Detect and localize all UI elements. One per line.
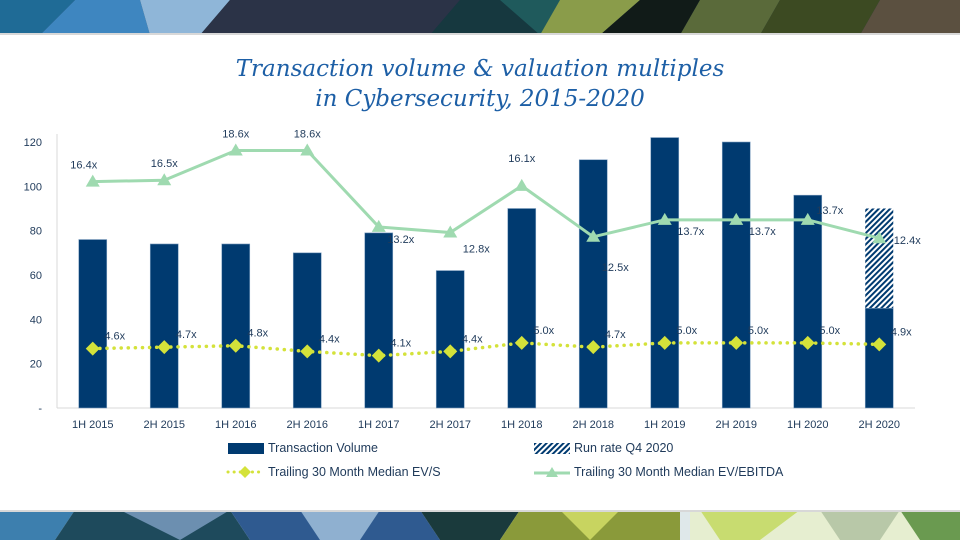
marker-ev-ebitda: [228, 143, 243, 156]
marker-ev-ebitda: [729, 212, 744, 225]
data-label-ev-ebitda: 13.7x: [816, 205, 843, 217]
bottom-decorative-banner: [0, 510, 960, 540]
data-label-ev-s: 4.8x: [247, 328, 268, 340]
legend-label: Trailing 30 Month Median EV/S: [268, 465, 441, 479]
x-tick-label: 2H 2017: [429, 419, 471, 431]
bar-transaction-volume: [793, 194, 823, 409]
bar-transaction-volume: [650, 137, 680, 409]
data-label-ev-ebitda: 16.5x: [151, 158, 178, 170]
x-tick-label: 2H 2016: [286, 419, 328, 431]
marker-ev-s: [657, 335, 672, 350]
chart-title-line-1: Transaction volume & valuation multiples: [235, 56, 725, 82]
data-label-ev-ebitda: 13.7x: [677, 226, 704, 238]
data-label-ev-s: 4.4x: [462, 333, 483, 345]
data-label-ev-s: 4.1x: [390, 338, 411, 350]
y-tick-label: 100: [24, 181, 42, 193]
legend-run-rate: Run rate Q4 2020: [534, 441, 673, 455]
data-label-ev-ebitda: 12.5x: [602, 262, 629, 274]
data-label-ev-s: 4.7x: [176, 329, 197, 341]
bar-transaction-volume: [149, 243, 179, 409]
x-tick-label: 1H 2018: [501, 419, 543, 431]
data-label-ev-ebitda: 12.8x: [463, 244, 490, 256]
marker-ev-ebitda: [657, 212, 672, 225]
marker-ev-ebitda: [443, 225, 458, 238]
legend-swatch-diamond-dotted: [226, 466, 264, 478]
data-label-ev-ebitda: 13.7x: [749, 226, 776, 238]
data-label-ev-ebitda: 18.6x: [222, 128, 249, 140]
y-tick-label: 40: [30, 314, 42, 326]
marker-ev-s: [85, 341, 100, 356]
marker-ev-s: [729, 335, 744, 350]
legend-swatch-bar: [228, 442, 264, 454]
data-label-ev-ebitda: 16.1x: [508, 153, 535, 165]
chart-title: Transaction volume & valuation multiples…: [0, 54, 960, 114]
marker-ev-s: [228, 338, 243, 353]
data-label-ev-s: 5.0x: [748, 325, 769, 337]
data-label-ev-s: 4.7x: [605, 329, 626, 341]
legend-transaction-volume: Transaction Volume: [228, 441, 378, 455]
x-tick-label: 2H 2018: [572, 419, 614, 431]
legend-label: Trailing 30 Month Median EV/EBITDA: [574, 465, 784, 479]
y-tick-label: 120: [24, 137, 42, 149]
legend-ev-s: Trailing 30 Month Median EV/S: [226, 465, 441, 479]
legend-swatch-hatched: [534, 442, 570, 454]
marker-ev-ebitda: [514, 178, 529, 191]
marker-ev-ebitda: [300, 143, 315, 156]
y-tick-label: 80: [30, 226, 42, 238]
marker-ev-s: [443, 344, 458, 359]
marker-ev-s: [872, 337, 887, 352]
bar-transaction-volume: [864, 307, 894, 409]
x-tick-label: 2H 2015: [143, 419, 185, 431]
marker-ev-s: [157, 340, 172, 355]
y-tick-label: 60: [30, 270, 42, 282]
data-label-ev-s: 4.9x: [891, 326, 912, 338]
x-tick-label: 1H 2017: [358, 419, 400, 431]
marker-ev-ebitda: [371, 219, 386, 232]
bar-transaction-volume: [364, 232, 394, 409]
marker-ev-ebitda: [586, 229, 601, 242]
chart-title-line-2: in Cybersecurity, 2015-2020: [315, 86, 645, 112]
marker-ev-ebitda: [85, 174, 100, 187]
data-label-ev-s: 5.0x: [819, 325, 840, 337]
marker-ev-ebitda: [800, 212, 815, 225]
legend-label: Transaction Volume: [268, 441, 379, 455]
marker-ev-s: [300, 344, 315, 359]
y-tick-label: -: [38, 403, 42, 415]
marker-ev-s: [371, 348, 386, 363]
bar-transaction-volume: [721, 141, 751, 409]
marker-ev-ebitda: [157, 173, 172, 186]
line-ev-s: [91, 341, 881, 358]
marker-ev-s: [586, 340, 601, 355]
data-label-ev-ebitda: 12.4x: [894, 235, 921, 247]
bar-transaction-volume: [292, 252, 322, 409]
data-label-ev-s: 5.0x: [676, 325, 697, 337]
bar-transaction-volume: [78, 239, 108, 409]
x-tick-label: 2H 2020: [858, 419, 900, 431]
top-decorative-banner: [0, 0, 960, 35]
line-ev-ebitda: [92, 148, 880, 240]
marker-ev-s: [800, 335, 815, 350]
legend-label: Run rate Q4 2020: [574, 441, 674, 455]
data-label-ev-s: 4.4x: [319, 333, 340, 345]
data-label-ev-ebitda: 16.4x: [70, 160, 97, 172]
data-label-ev-s: 4.6x: [104, 331, 125, 343]
marker-ev-ebitda: [872, 231, 887, 244]
x-tick-label: 1H 2020: [787, 419, 829, 431]
bar-transaction-volume: [435, 270, 465, 409]
y-tick-label: 20: [30, 359, 42, 371]
x-tick-label: 1H 2019: [644, 419, 686, 431]
legend-swatch-triangle-line: [534, 467, 570, 477]
marker-ev-s: [514, 335, 529, 350]
data-label-ev-ebitda: 18.6x: [294, 128, 321, 140]
x-tick-label: 2H 2019: [715, 419, 757, 431]
x-tick-label: 1H 2016: [215, 419, 257, 431]
x-tick-label: 1H 2015: [72, 419, 114, 431]
bar-transaction-volume: [578, 159, 608, 409]
data-label-ev-s: 5.0x: [533, 325, 554, 337]
bar-transaction-volume: [221, 243, 251, 409]
legend-ev-ebitda: Trailing 30 Month Median EV/EBITDA: [534, 465, 783, 479]
data-label-ev-ebitda: 13.2x: [387, 234, 414, 246]
bar-transaction-volume: [507, 208, 537, 409]
